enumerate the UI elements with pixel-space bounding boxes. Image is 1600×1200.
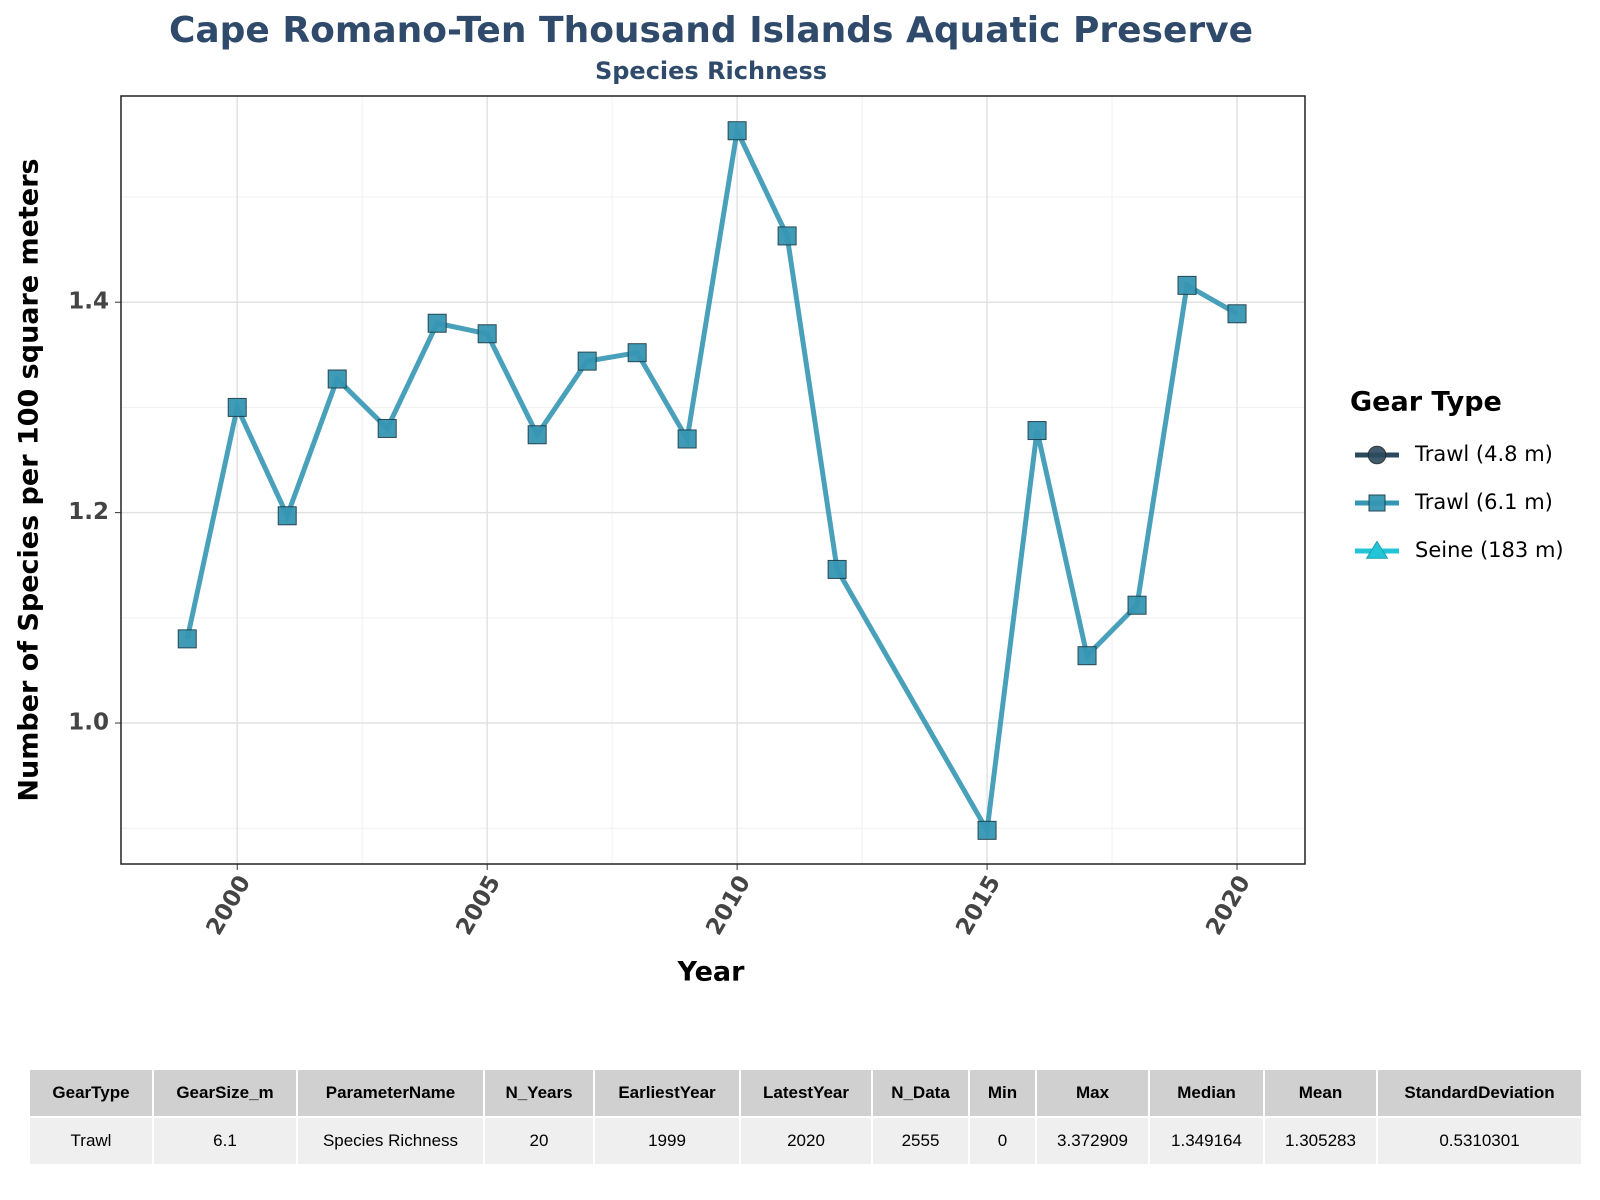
x-tick-label: 2000 [202,871,257,939]
x-tick-label: 2020 [1201,871,1256,939]
data-point [177,629,197,649]
table-cell: Species Richness [298,1118,483,1164]
table-header-cell: Mean [1265,1070,1376,1116]
y-tick-label: 1.0 [68,710,109,736]
table-header-cell: Max [1037,1070,1148,1116]
x-tick-label: 2015 [951,871,1006,939]
y-tick-label: 1.4 [68,289,109,315]
table-cell: 0.5310301 [1378,1118,1581,1164]
table-header-cell: N_Years [485,1070,593,1116]
data-point [327,369,347,389]
data-point [627,343,647,363]
data-point [827,559,847,579]
legend-title: Gear Type [1350,387,1502,418]
legend-marker [1367,445,1387,465]
table-header-cell: GearType [30,1070,152,1116]
table-cell: 0 [970,1118,1035,1164]
table-cell: 1.349164 [1150,1118,1263,1164]
table-cell: 2555 [873,1118,968,1164]
table-body: Trawl 6.1 Species Richness 20 1999 2020 2555 0 3… [30,1118,1581,1164]
data-point [1077,646,1097,666]
x-axis-title: Year [677,957,746,988]
plot-border [120,95,1306,865]
data-point [677,429,697,449]
data-point [427,313,447,333]
table-header-cell: LatestYear [741,1070,871,1116]
table-cell: 1999 [595,1118,739,1164]
table-cell: 3.372909 [1037,1118,1148,1164]
data-point [1127,595,1147,615]
table-cell: 2020 [741,1118,871,1164]
data-point [527,425,547,445]
legend-marker [1365,540,1389,559]
legend-label: Trawl (6.1 m) [1414,490,1553,514]
table-header-cell: Min [970,1070,1035,1116]
data-line [184,122,1239,839]
table-cell: 1.305283 [1265,1118,1376,1164]
chart: Cape Romano-Ten Thousand Islands Aquatic… [14,10,1564,988]
legend-label: Trawl (4.8 m) [1414,442,1553,466]
table-header-cell: StandardDeviation [1378,1070,1581,1116]
table-header-cell: EarliestYear [595,1070,739,1116]
table-row: Trawl 6.1 Species Richness 20 1999 2020 2555 0 3… [30,1118,1581,1164]
table-header: GearType GearSize_m ParameterName N_Years Ea… [30,1070,1581,1116]
summary-table: GearType GearSize_m ParameterName N_Years Ea… [28,1068,1583,1166]
y-axis-title: Number of Species per 100 square meters [14,158,45,801]
data-point [477,324,497,344]
data-point [977,820,997,840]
y-tick-label: 1.2 [68,499,109,525]
legend-label: Seine (183 m) [1415,538,1564,562]
table-header-cell: ParameterName [298,1070,483,1116]
chart-subtitle: Species Richness [595,57,827,85]
table-header-cell: GearSize_m [154,1070,296,1116]
data-point [1227,304,1247,324]
data-point [727,121,747,141]
table-header-cell: N_Data [873,1070,968,1116]
data-point [777,226,797,246]
data-point [277,506,297,526]
data-point [377,418,397,438]
table-cell: 6.1 [154,1118,296,1164]
chart-title: Cape Romano-Ten Thousand Islands Aquatic… [169,10,1253,51]
data-point [577,351,597,371]
x-tick-label: 2010 [701,871,756,939]
data-point [1177,275,1197,295]
table-cell: Trawl [30,1118,152,1164]
table-cell: 20 [485,1118,593,1164]
data-point [227,397,247,417]
x-tick-label: 2005 [451,871,506,939]
data-point [1027,421,1047,441]
legend-marker [1368,494,1386,512]
table-header-cell: Median [1150,1070,1263,1116]
